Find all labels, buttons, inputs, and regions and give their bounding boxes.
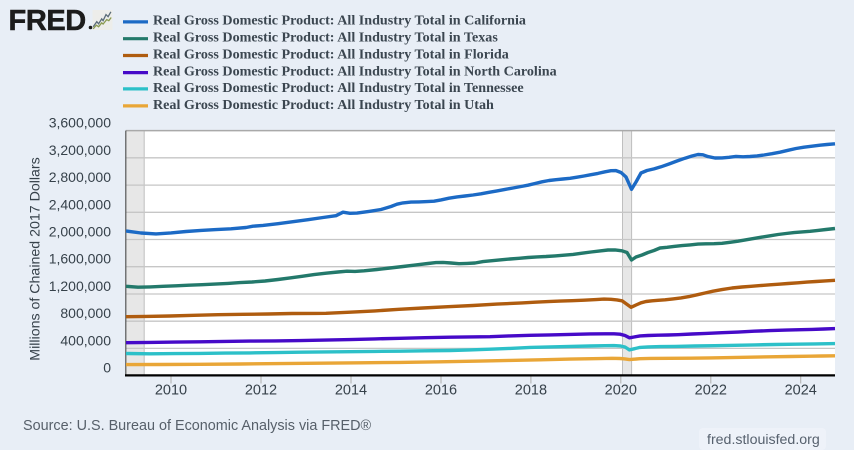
svg-text:400,000: 400,000 [60,332,111,348]
svg-text:Real Gross Domestic Product: A: Real Gross Domestic Product: All Industr… [153,97,494,113]
svg-text:1,600,000: 1,600,000 [49,251,111,267]
svg-text:2,000,000: 2,000,000 [49,224,111,240]
svg-text:3,600,000: 3,600,000 [49,115,111,131]
svg-text:Real Gross Domestic Product: A: Real Gross Domestic Product: All Industr… [153,63,557,79]
svg-text:Real Gross Domestic Product: A: Real Gross Domestic Product: All Industr… [153,80,524,96]
svg-text:Millions of Chained 2017 Dolla: Millions of Chained 2017 Dollars [27,157,43,360]
svg-text:Real Gross Domestic Product: A: Real Gross Domestic Product: All Industr… [153,13,526,29]
svg-text:Source: U.S. Bureau of Economi: Source: U.S. Bureau of Economic Analysis… [23,418,372,434]
svg-text:800,000: 800,000 [60,305,111,321]
svg-text:Real Gross Domestic Product: A: Real Gross Domestic Product: All Industr… [153,30,498,46]
svg-text:fred.stlouisfed.org: fred.stlouisfed.org [707,432,820,448]
svg-text:2010: 2010 [155,383,187,399]
svg-text:2012: 2012 [245,383,277,399]
svg-text:2,400,000: 2,400,000 [49,196,111,212]
svg-text:0: 0 [103,360,111,376]
svg-text:2018: 2018 [515,383,547,399]
svg-text:1,200,000: 1,200,000 [49,278,111,294]
svg-text:2022: 2022 [695,383,727,399]
svg-text:2014: 2014 [335,383,367,399]
svg-text:FRED: FRED [9,5,86,37]
svg-text:2024: 2024 [785,383,817,399]
svg-text:Real Gross Domestic Product: A: Real Gross Domestic Product: All Industr… [153,46,509,62]
svg-text:2,800,000: 2,800,000 [49,169,111,185]
svg-text:3,200,000: 3,200,000 [49,142,111,158]
svg-text:2020: 2020 [605,383,637,399]
svg-text:2016: 2016 [425,383,457,399]
